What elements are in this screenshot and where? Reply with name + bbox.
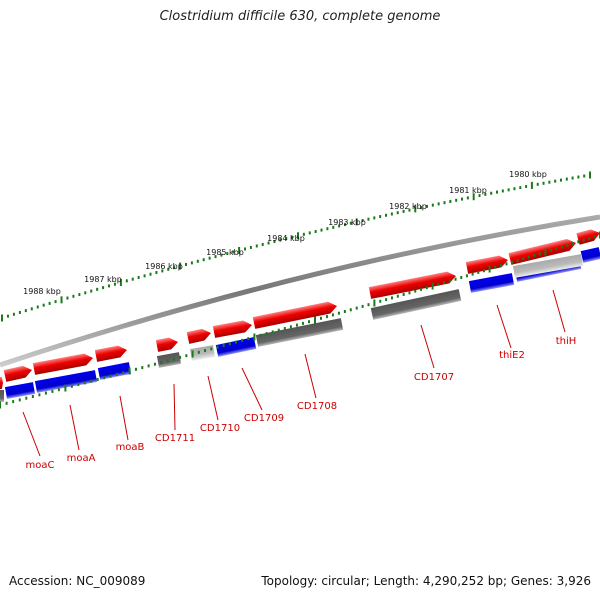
label-leader-line — [207, 375, 219, 421]
scale-label: 1988 kbp — [23, 287, 61, 296]
scale-label: 1981 kbp — [449, 186, 487, 195]
cds-bar[interactable] — [215, 337, 257, 357]
map-title: Clostridium difficile 630, complete geno… — [159, 9, 441, 24]
cds-bar[interactable] — [34, 370, 98, 393]
gene-bar[interactable] — [0, 390, 4, 402]
accession-label: Accession: NC_009089 — [9, 574, 146, 588]
gene-arrow[interactable] — [212, 319, 253, 338]
gene-label-cd1707[interactable]: CD1707 — [414, 372, 454, 383]
gene-arrow[interactable] — [186, 327, 213, 344]
scale-labels: 1980 kbp 1981 kbp 1982 kbp 1983 kbp 1984 kbp… — [23, 170, 547, 296]
inner-scale-ticks — [0, 231, 600, 409]
gene-arrow[interactable] — [155, 336, 179, 352]
cds-bar[interactable] — [4, 382, 36, 399]
label-leader-line — [420, 324, 435, 369]
gene-arrow[interactable] — [3, 364, 34, 382]
genome-backbone — [0, 214, 600, 368]
gene-arrow[interactable] — [465, 254, 509, 274]
gene-labels: moaC moaA moaB CD1711 CD1710 CD1709 CD1708 CD17… — [22, 289, 577, 471]
gene-label-moab[interactable]: moaB — [116, 442, 145, 453]
scale-label: 1986 kbp — [145, 262, 183, 271]
label-leader-line — [496, 304, 512, 349]
gene-label-cd1709[interactable]: CD1709 — [244, 413, 284, 424]
scale-label: 1982 kbp — [389, 202, 427, 211]
cds-bar[interactable] — [580, 247, 600, 263]
gene-arrow[interactable] — [94, 344, 128, 362]
gene-label-thih[interactable]: thiH — [556, 336, 577, 347]
label-leader-line — [304, 353, 317, 399]
gene-label-cd1708[interactable]: CD1708 — [297, 401, 337, 412]
scale-label: 1983 kbp — [328, 218, 366, 227]
label-leader-line — [69, 404, 80, 451]
gene-features — [0, 227, 600, 402]
label-leader-line — [22, 411, 41, 457]
gene-bar[interactable] — [255, 318, 344, 347]
gene-bar[interactable] — [512, 254, 584, 278]
scale-label: 1980 kbp — [509, 170, 547, 179]
genome-summary: Topology: circular; Length: 4,290,252 bp… — [261, 574, 591, 588]
gene-label-cd1711[interactable]: CD1711 — [155, 433, 195, 444]
cds-bar[interactable] — [468, 273, 515, 293]
gene-label-cd1710[interactable]: CD1710 — [200, 423, 240, 434]
gene-arrow[interactable] — [252, 300, 338, 329]
label-leader-line — [173, 383, 176, 431]
gene-label-moaa[interactable]: moaA — [67, 453, 96, 464]
gene-arrow[interactable] — [368, 270, 457, 299]
outer-scale-ticks — [1, 171, 591, 322]
gene-bar[interactable] — [189, 345, 216, 361]
scale-label: 1987 kbp — [84, 275, 122, 284]
label-leader-line — [119, 395, 129, 441]
gene-label-moac[interactable]: moaC — [26, 460, 55, 471]
gene-label-thie2[interactable]: thiE2 — [499, 350, 525, 361]
label-leader-line — [241, 367, 263, 411]
gene-bar[interactable] — [370, 289, 462, 320]
gene-arrow[interactable] — [32, 352, 94, 375]
gene-arrow[interactable] — [508, 237, 578, 265]
gene-arrow[interactable] — [576, 227, 600, 245]
gene-bar[interactable] — [156, 352, 182, 368]
cds-bar[interactable] — [97, 362, 132, 380]
gene-arrow[interactable] — [0, 377, 3, 389]
scale-label: 1984 kbp — [267, 234, 305, 243]
label-leader-line — [552, 289, 566, 333]
scale-label: 1985 kbp — [206, 248, 244, 257]
